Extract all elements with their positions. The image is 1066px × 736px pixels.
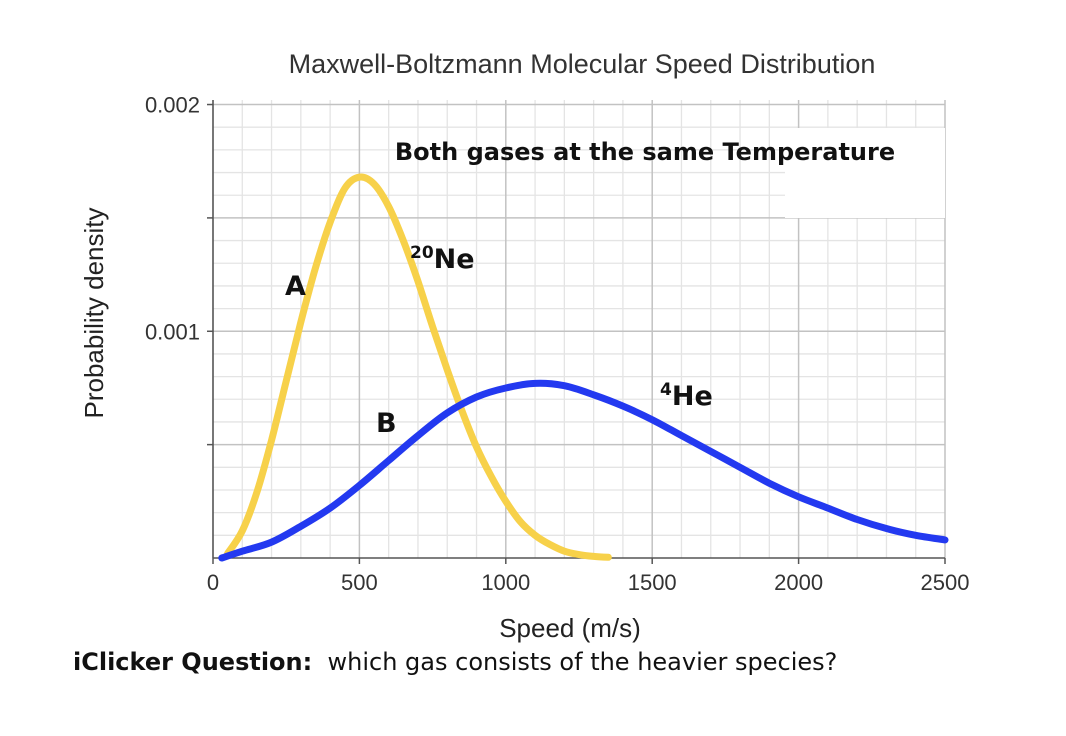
- species-label-ne: 20Ne: [410, 243, 475, 275]
- x-axis-ticks: 0 500 1000 1500 2000 2500: [207, 558, 970, 595]
- curve-label-a: A: [285, 271, 306, 302]
- chart-title: Maxwell-Boltzmann Molecular Speed Distri…: [289, 49, 876, 79]
- ne-mass-number: 20: [410, 243, 434, 263]
- series-line-b: [218, 379, 949, 562]
- annotation-background: [785, 128, 945, 218]
- x-tick-label: 2500: [921, 570, 970, 595]
- y-axis-label: Probability density: [79, 208, 109, 419]
- x-tick-label: 500: [341, 570, 378, 595]
- curve-label-b: B: [376, 408, 397, 439]
- x-tick-label: 1500: [628, 570, 677, 595]
- question-prefix: iClicker Question:: [73, 648, 313, 676]
- he-symbol: He: [672, 381, 713, 412]
- question-text: which gas consists of the heavier specie…: [327, 648, 838, 676]
- x-axis-label: Speed (m/s): [499, 613, 641, 643]
- x-tick-label: 2000: [774, 570, 823, 595]
- species-label-he: 4He: [660, 380, 713, 412]
- y-tick-label: 0.002: [145, 93, 200, 118]
- iclicker-question: iClicker Question: which gas consists of…: [73, 648, 837, 676]
- minor-gridlines: [213, 100, 945, 558]
- y-axis-ticks: 0.001 0.002: [145, 93, 213, 446]
- series-line-a: [224, 173, 612, 561]
- x-tick-label: 0: [207, 570, 219, 595]
- ne-symbol: Ne: [434, 244, 475, 275]
- x-tick-label: 1000: [481, 570, 530, 595]
- same-temperature-annotation: Both gases at the same Temperature: [395, 138, 895, 166]
- he-mass-number: 4: [660, 380, 672, 400]
- y-tick-label: 0.001: [145, 319, 200, 344]
- series-lines: [218, 173, 949, 562]
